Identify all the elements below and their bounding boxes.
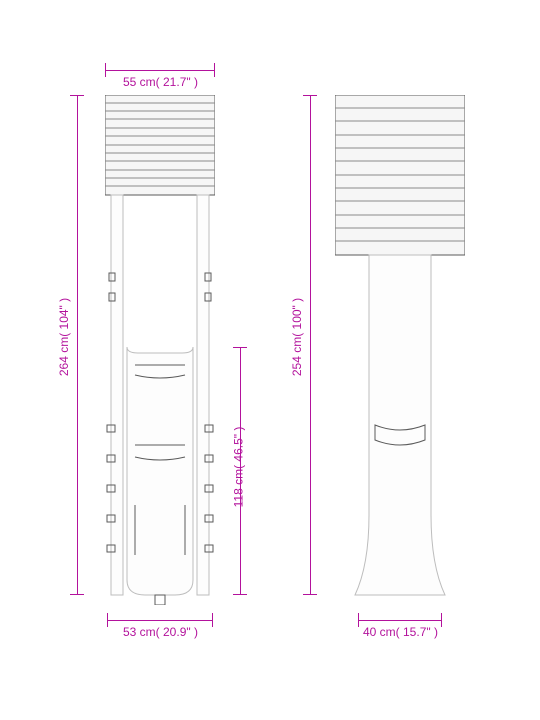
dim-tick [441, 613, 442, 627]
right-view-drawing [335, 95, 465, 605]
dim-line [310, 95, 311, 595]
dim-tick [358, 613, 359, 627]
dim-left-bottom-width: 53 cm( 20.9" ) [123, 625, 198, 639]
dim-line [107, 620, 213, 621]
dim-tick [70, 594, 84, 595]
dim-right-total-height: 254 cm( 100" ) [290, 298, 304, 376]
dim-tick [70, 95, 84, 96]
dim-tick [233, 347, 247, 348]
dim-tick [214, 63, 215, 77]
diagram-canvas: 55 cm( 21.7" ) 264 cm( 104" ) 118 cm( 46… [0, 0, 540, 720]
dim-tick [303, 95, 317, 96]
dim-tick [212, 613, 213, 627]
dim-left-top-width: 55 cm( 21.7" ) [123, 75, 198, 89]
dim-left-total-height: 264 cm( 104" ) [57, 298, 71, 376]
dim-tick [105, 63, 106, 77]
dim-line [358, 620, 442, 621]
dim-line [77, 95, 78, 595]
dim-line [105, 70, 215, 71]
dim-tick [233, 594, 247, 595]
dim-tick [303, 594, 317, 595]
dim-tick [107, 613, 108, 627]
dim-left-slide-height: 118 cm( 46.5" ) [231, 427, 245, 508]
dim-right-bottom-width: 40 cm( 15.7" ) [363, 625, 438, 639]
left-view-drawing [105, 95, 215, 605]
